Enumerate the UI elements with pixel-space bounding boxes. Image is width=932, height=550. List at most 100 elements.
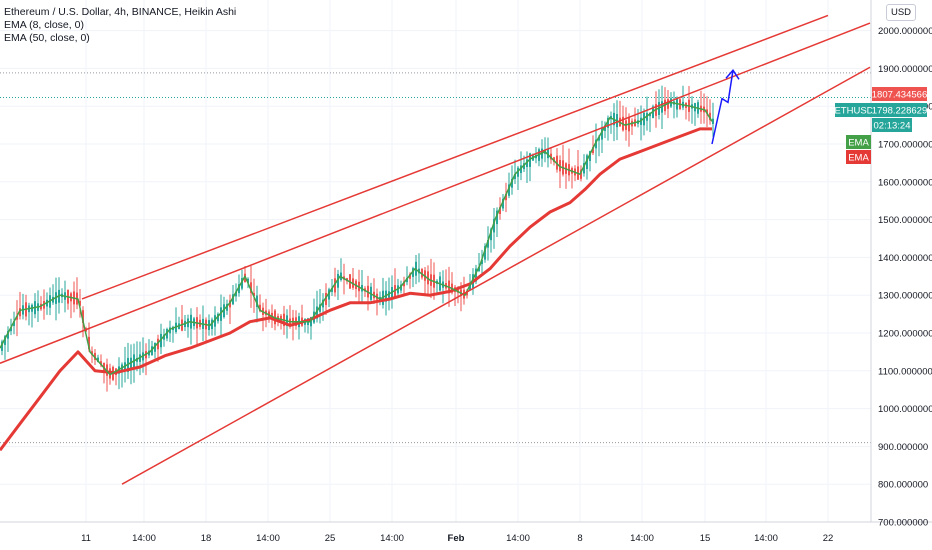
- ema-slow-badge: EMA: [846, 150, 871, 164]
- candle-body: [169, 327, 171, 334]
- symbol-badge: ETHUSD: [834, 103, 874, 117]
- candle-body: [157, 338, 159, 350]
- candle-body: [412, 268, 414, 277]
- last-price-value: 1798.228629: [872, 106, 927, 117]
- candle-body: [319, 304, 321, 312]
- price-tick-label: 1100.000000: [878, 366, 932, 377]
- candle-body: [13, 321, 15, 326]
- time-tick-label: 25: [325, 533, 336, 544]
- candle-body: [592, 147, 594, 154]
- candle-body: [583, 162, 585, 174]
- candle-body: [502, 198, 504, 209]
- ema-fast-badge: EMA: [846, 135, 871, 149]
- candle-body: [211, 319, 213, 330]
- price-tick-label: 1300.000000: [878, 291, 932, 302]
- candle-body: [151, 346, 153, 356]
- channel-line-1: [81, 14, 829, 300]
- candle-body: [466, 290, 468, 296]
- time-tick-label: 14:00: [754, 533, 778, 544]
- time-tick-label: 18: [201, 533, 212, 544]
- candle-body: [241, 278, 243, 289]
- ema-lines: [0, 101, 713, 452]
- time-axis[interactable]: [0, 522, 932, 550]
- candle-body: [82, 310, 84, 324]
- candle-body: [217, 313, 219, 322]
- candle-body: [406, 277, 408, 283]
- candle-body: [496, 210, 498, 225]
- candle-body: [16, 316, 18, 320]
- price-tick-label: 1000.000000: [878, 404, 932, 415]
- legend-ema-fast[interactable]: EMA (8, close, 0): [4, 19, 84, 31]
- candle-body: [337, 273, 339, 288]
- candle-body: [478, 267, 480, 271]
- time-tick-label: 14:00: [506, 533, 530, 544]
- candle-body: [580, 169, 582, 179]
- time-tick-label: 14:00: [132, 533, 156, 544]
- red-price-value: 1807.434566: [872, 90, 927, 101]
- trend-channel[interactable]: [0, 14, 871, 485]
- candle-body: [160, 333, 162, 348]
- candle-body: [604, 125, 606, 131]
- candle-body: [232, 294, 234, 305]
- candle-body: [709, 112, 711, 121]
- currency-button[interactable]: USD: [886, 4, 916, 21]
- arrow-head: [725, 69, 740, 80]
- candle-body: [712, 118, 714, 124]
- candle-body: [238, 284, 240, 294]
- symbol-label: ETHUSD: [834, 106, 873, 117]
- price-tick-label: 900.000000: [878, 442, 928, 453]
- candle-body: [316, 306, 318, 319]
- candle-body: [253, 292, 255, 296]
- candle-body: [235, 291, 237, 297]
- legend-title[interactable]: Ethereum / U.S. Dollar, 4h, BINANCE, Hei…: [4, 6, 237, 18]
- time-tick-label: 15: [700, 533, 711, 544]
- price-tick-label: 800.000000: [878, 480, 928, 491]
- candle-body: [97, 357, 99, 363]
- candle-body: [403, 281, 405, 287]
- time-tick-label: 22: [823, 533, 834, 544]
- candle-body: [706, 109, 708, 114]
- candle-body: [493, 218, 495, 233]
- candle-body: [487, 239, 489, 248]
- candle-body: [100, 361, 102, 366]
- price-tick-label: 1200.000000: [878, 329, 932, 340]
- candle-body: [325, 292, 327, 306]
- price-tick-label: 1400.000000: [878, 253, 932, 264]
- candle-body: [103, 362, 105, 371]
- last-price-badge: 1798.228629: [872, 103, 927, 117]
- price-axis[interactable]: [871, 0, 932, 550]
- channel-line-2: [0, 22, 871, 364]
- price-tick-label: 1600.000000: [878, 177, 932, 188]
- legend-ema-slow[interactable]: EMA (50, close, 0): [4, 32, 90, 44]
- candle-body: [1, 341, 3, 351]
- candle-body: [589, 151, 591, 162]
- candle-body: [79, 301, 81, 306]
- candle-body: [310, 317, 312, 327]
- countdown-value: 02:13:24: [874, 121, 911, 132]
- red-price-badge: 1807.434566: [872, 87, 927, 101]
- candle-body: [322, 299, 324, 308]
- candle-body: [19, 308, 21, 317]
- countdown-badge: 02:13:24: [872, 118, 912, 132]
- channel-line-3: [121, 66, 871, 485]
- candle-body: [490, 229, 492, 241]
- candle-body: [475, 268, 477, 282]
- candle-body: [409, 273, 411, 279]
- candle-body: [214, 315, 216, 327]
- projection-arrow[interactable]: [711, 69, 740, 145]
- candle-body: [94, 352, 96, 360]
- candle-body: [7, 331, 9, 339]
- candle-body: [511, 178, 513, 188]
- time-tick-label: 11: [81, 533, 91, 544]
- candle-body: [328, 289, 330, 300]
- candle-body: [508, 184, 510, 196]
- candle-body: [331, 287, 333, 292]
- candle-body: [154, 342, 156, 352]
- candle-body: [91, 351, 93, 355]
- candle-body: [166, 329, 168, 339]
- price-tick-label: 700.000000: [878, 518, 928, 529]
- candle-body: [247, 278, 249, 283]
- candle-body: [334, 278, 336, 293]
- candle-body: [4, 336, 6, 345]
